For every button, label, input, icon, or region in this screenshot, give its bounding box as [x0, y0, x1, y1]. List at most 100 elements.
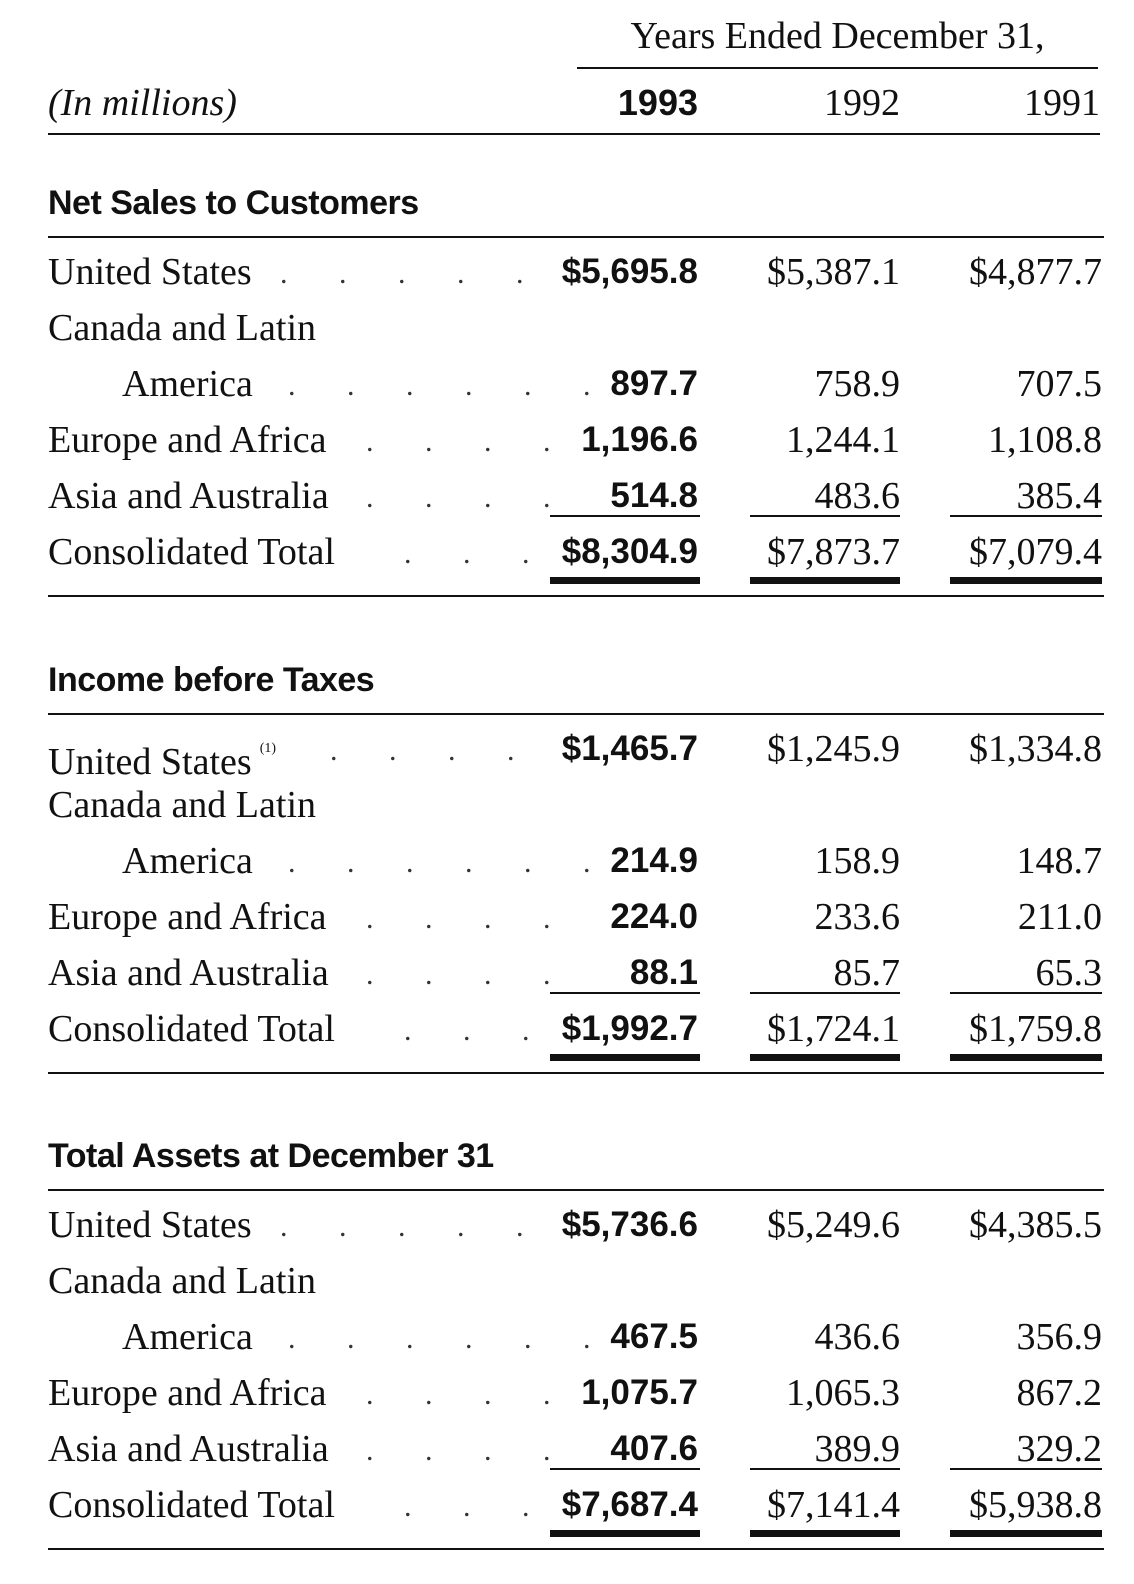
- value-1991: $5,938.8: [969, 1484, 1102, 1526]
- value-1991: 65.3: [1035, 952, 1103, 994]
- total-double-underline: [550, 1530, 700, 1537]
- value-1991: 385.4: [1016, 475, 1103, 517]
- total-double-underline: [550, 577, 700, 584]
- value-1991: 356.9: [1016, 1316, 1103, 1358]
- value-1992: $7,873.7: [767, 531, 900, 573]
- value-1991: 148.7: [1016, 840, 1103, 882]
- unit-label: (In millions): [48, 82, 237, 124]
- total-double-underline: [950, 577, 1102, 584]
- table-row: America . . . . . . 214.9 158.9 148.7: [48, 833, 1104, 889]
- leader-dots: . . . .: [366, 481, 573, 514]
- section-rule: [48, 713, 1104, 715]
- leader-dots: . . . .: [366, 902, 573, 935]
- row-label: Canada and Latin: [48, 307, 317, 349]
- total-double-underline: [750, 1530, 900, 1537]
- row-label: Asia and Australia: [48, 475, 329, 517]
- row-label: Canada and Latin: [48, 1260, 317, 1302]
- leader-dots: . . . .: [366, 958, 573, 991]
- value-1992: $5,249.6: [767, 1204, 900, 1246]
- subtotal-underline: [550, 1468, 700, 1470]
- column-header-row: (In millions) 1993 1992 1991: [48, 76, 1100, 130]
- value-1992: 758.9: [814, 363, 901, 405]
- value-1992: 436.6: [814, 1316, 901, 1358]
- value-1992: $1,245.9: [767, 728, 900, 770]
- row-label: Consolidated Total: [48, 1008, 335, 1050]
- years-caption-rule: [577, 67, 1098, 69]
- row-label: United States: [48, 251, 252, 293]
- table-row-total: Consolidated Total . . . $7,687.4 $7,141…: [48, 1477, 1104, 1533]
- subtotal-underline: [750, 1468, 900, 1470]
- value-1993: $1,992.7: [561, 1009, 698, 1048]
- leader-dots: . . .: [404, 1014, 552, 1047]
- table-row: Europe and Africa . . . . 224.0 233.6 21…: [48, 889, 1104, 945]
- section-rule: [48, 1189, 1104, 1191]
- leader-dots: . . . .: [366, 1378, 573, 1411]
- table-row: United States (1) . . . . . $1,465.7 $1,2…: [48, 721, 1104, 783]
- value-1992: 1,065.3: [786, 1372, 900, 1414]
- value-1991: 707.5: [1016, 363, 1103, 405]
- leader-dots: . . . . . .: [288, 846, 613, 879]
- section-bottom-rule: [48, 1072, 1104, 1074]
- table-row-total: Consolidated Total . . . $1,992.7 $1,724…: [48, 1001, 1104, 1057]
- total-double-underline: [950, 1530, 1102, 1537]
- total-double-underline: [750, 1054, 900, 1061]
- value-1993: 407.6: [610, 1429, 698, 1468]
- value-1992: 85.7: [833, 952, 901, 994]
- value-1993: 514.8: [610, 476, 698, 515]
- leader-dots: . . . . . .: [280, 257, 605, 290]
- value-1993: $8,304.9: [561, 532, 698, 571]
- row-label: Asia and Australia: [48, 1428, 329, 1470]
- year-1992-header: 1992: [824, 82, 900, 124]
- table-row: United States . . . . . . $5,695.8 $5,38…: [48, 244, 1104, 300]
- years-caption: Years Ended December 31,: [630, 15, 1045, 57]
- subtotal-underline: [550, 992, 700, 994]
- row-label: Canada and Latin: [48, 784, 317, 826]
- value-1992: 1,244.1: [786, 419, 900, 461]
- value-1993: 214.9: [610, 841, 698, 880]
- row-label: Europe and Africa: [48, 896, 327, 938]
- leader-dots: . . . . . .: [288, 369, 613, 402]
- table-row: Canada and Latin: [48, 1253, 1104, 1309]
- year-1991-header: 1991: [1024, 82, 1100, 124]
- subtotal-underline: [950, 992, 1102, 994]
- leader-dots: . . . .: [366, 1434, 573, 1467]
- section-rule: [48, 236, 1104, 238]
- value-1993: $5,695.8: [561, 252, 698, 291]
- section-total-assets: Total Assets at December 31 United State…: [48, 1134, 1104, 1554]
- leader-dots: . . . .: [366, 425, 573, 458]
- value-1993: 467.5: [610, 1317, 698, 1356]
- leader-dots: . . . . . .: [280, 1210, 605, 1243]
- year-1993-header: 1993: [617, 82, 698, 123]
- value-1993: $5,736.6: [561, 1205, 698, 1244]
- value-1993: $1,465.7: [561, 729, 698, 768]
- row-label: Asia and Australia: [48, 952, 329, 994]
- row-label-continued: America: [122, 840, 253, 882]
- row-label-continued: America: [122, 363, 253, 405]
- value-1992: 158.9: [814, 840, 901, 882]
- value-1991: 329.2: [1016, 1428, 1103, 1470]
- value-1991: 1,108.8: [988, 419, 1102, 461]
- value-1991: $1,334.8: [969, 728, 1102, 770]
- leader-dots: . . . . . .: [288, 1322, 613, 1355]
- table-row: Canada and Latin: [48, 300, 1104, 356]
- row-label: United States: [48, 1204, 252, 1246]
- value-1991: $1,759.8: [969, 1008, 1102, 1050]
- leader-dots: . . .: [404, 537, 552, 570]
- table-row-total: Consolidated Total . . . $8,304.9 $7,873…: [48, 524, 1104, 580]
- row-label: Europe and Africa: [48, 1372, 327, 1414]
- value-1992: 233.6: [814, 896, 901, 938]
- value-1991: $4,877.7: [969, 251, 1102, 293]
- row-label-continued: America: [122, 1316, 253, 1358]
- total-double-underline: [550, 1054, 700, 1061]
- total-double-underline: [950, 1054, 1102, 1061]
- footnote-marker: (1): [259, 741, 277, 756]
- leader-dots: . . . . .: [330, 734, 596, 767]
- row-label: Consolidated Total: [48, 1484, 335, 1526]
- section-income-before-taxes: Income before Taxes United States (1) . .…: [48, 658, 1104, 1078]
- table-row: Asia and Australia . . . . 514.8 483.6 3…: [48, 468, 1104, 524]
- row-label: Consolidated Total: [48, 531, 335, 573]
- row-label-text: United States: [48, 741, 252, 783]
- table-row: Europe and Africa . . . . 1,075.7 1,065.…: [48, 1365, 1104, 1421]
- row-label: United States (1): [48, 721, 276, 790]
